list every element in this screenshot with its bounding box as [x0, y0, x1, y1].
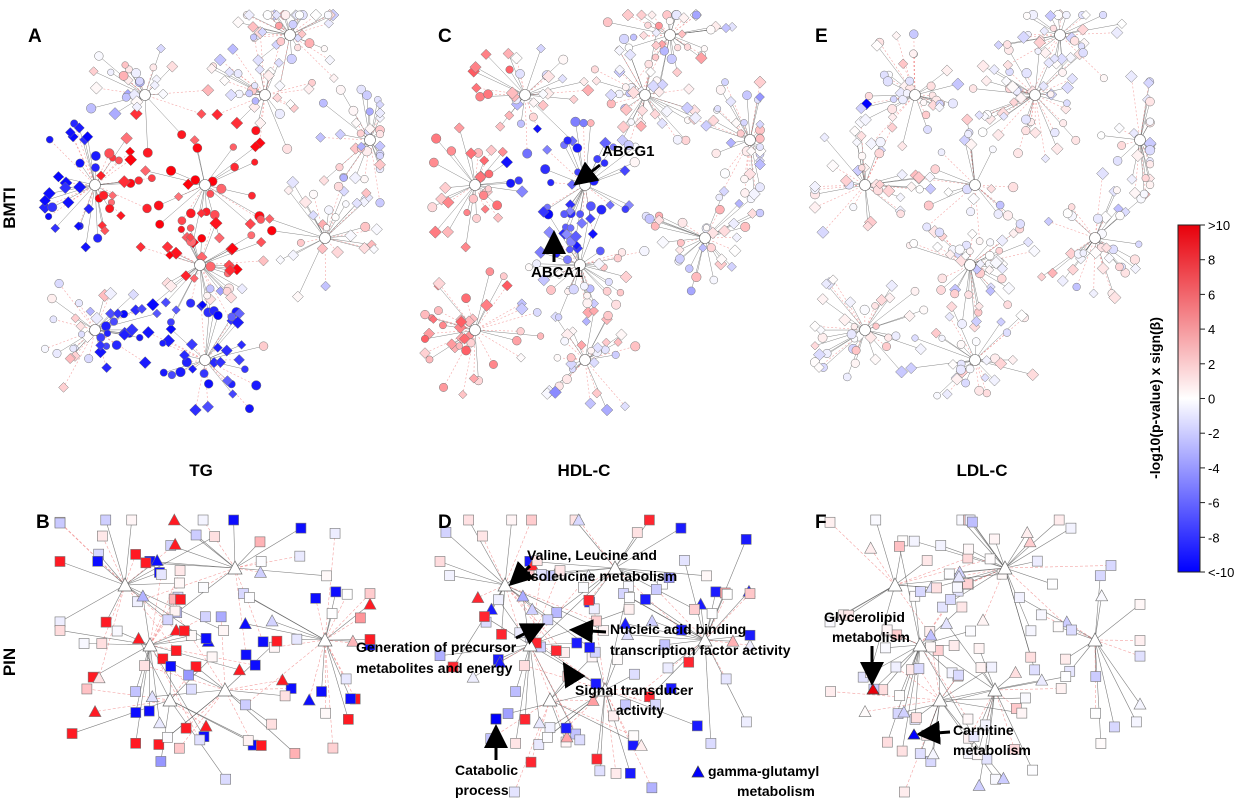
node-catabolic-square	[490, 713, 502, 725]
node-gamma-glutamyl-triangle	[691, 765, 705, 778]
nodes	[824, 514, 1147, 798]
colorbar-tick-label: 0	[1208, 392, 1215, 407]
arrow-valine	[508, 560, 535, 587]
colorbar-tick-label: 6	[1208, 287, 1215, 302]
annotation-glycerolipid-line2: metabolism	[832, 629, 910, 645]
annotation-glycerolipid-line1: Glycerolipid	[824, 609, 905, 625]
colorbar-tick-label: 2	[1208, 357, 1215, 372]
colorbar-tick-label: 8	[1208, 253, 1215, 268]
column-label-hdl-c: HDL-C	[558, 461, 611, 480]
arrow-carnitine	[916, 720, 951, 745]
nodes	[38, 8, 386, 417]
annotation-valine-line2: Isoleucine metabolism	[527, 568, 677, 584]
colorbar-label: -log10(p-value) x sign(β)	[1147, 317, 1163, 479]
column-label-ldl-c: LDL-C	[957, 461, 1008, 480]
annotation-gamma-line2: metabolism	[737, 783, 815, 799]
annotation-arrows	[484, 161, 951, 760]
colorbar-tick-label: -6	[1208, 496, 1220, 511]
annotation-generation-line1: Generation of precursor	[356, 639, 517, 655]
network-panel-E	[808, 9, 1157, 400]
annotation-abcg1: ABCG1	[602, 143, 655, 160]
edges	[59, 519, 371, 780]
annotation-nucleic-line2: transcription factor activity	[610, 642, 791, 658]
colorbar-tick-label: -8	[1208, 530, 1220, 545]
row-label-pin: PIN	[0, 648, 19, 676]
node-glycerolipid-triangle	[866, 683, 880, 695]
annotation-catabolic-line1: Catabolic	[455, 762, 518, 778]
arrow-generation	[515, 623, 546, 645]
nodes	[54, 513, 377, 785]
panel-letter-A: A	[28, 26, 42, 47]
colorbar-tick-label: >10	[1208, 218, 1230, 233]
colorbar-tick-label: 4	[1208, 322, 1215, 337]
panel-letter-B: B	[36, 512, 50, 533]
column-label-tg: TG	[189, 461, 213, 480]
network-panel-D	[434, 513, 757, 798]
colorbar: >10 8 6 4 2 0 -2 -4 -6 -8 <-10 -log10(p-value) x s…	[1147, 218, 1234, 580]
nodes	[419, 8, 767, 417]
edges	[814, 14, 1151, 396]
nodes	[434, 513, 757, 798]
annotation-generation-line2: metabolites and energy	[356, 660, 513, 676]
arrow-abcg1	[573, 161, 601, 186]
network-panel-C	[419, 8, 767, 417]
colorbar-gradient	[1177, 224, 1201, 573]
panel-letter-C: C	[438, 26, 452, 47]
annotation-valine-line1: Valine, Leucine and	[527, 547, 657, 563]
colorbar-tick-label: -2	[1208, 426, 1220, 441]
arrow-nucleic	[569, 619, 607, 644]
panel-letter-E: E	[815, 26, 828, 47]
edges	[424, 14, 761, 411]
panel-letter-F: F	[815, 512, 827, 533]
network-panel-A	[38, 8, 386, 417]
annotation-nucleic-line1: Nucleic acid binding	[610, 621, 746, 637]
annotation-carnitine-line2: metabolism	[953, 742, 1031, 758]
annotation-abca1: ABCA1	[531, 264, 583, 281]
arrow-signal	[562, 661, 586, 689]
colorbar-tick-label: <-10	[1208, 565, 1234, 580]
annotation-carnitine-line1: Carnitine	[953, 722, 1014, 738]
row-label-bmti: BMTI	[0, 187, 19, 229]
annotation-signal-line2: activity	[616, 702, 664, 718]
panel-letter-D: D	[438, 512, 452, 533]
node-carnitine-triangle	[907, 728, 921, 740]
nodes	[808, 9, 1157, 400]
colorbar-tick-label: -4	[1208, 461, 1220, 476]
annotation-signal-line1: Signal transducer	[575, 682, 694, 698]
annotation-catabolic-line2: process	[455, 782, 509, 798]
annotation-gamma-line1: gamma-glutamyl	[708, 763, 819, 779]
network-panel-B	[54, 513, 377, 785]
